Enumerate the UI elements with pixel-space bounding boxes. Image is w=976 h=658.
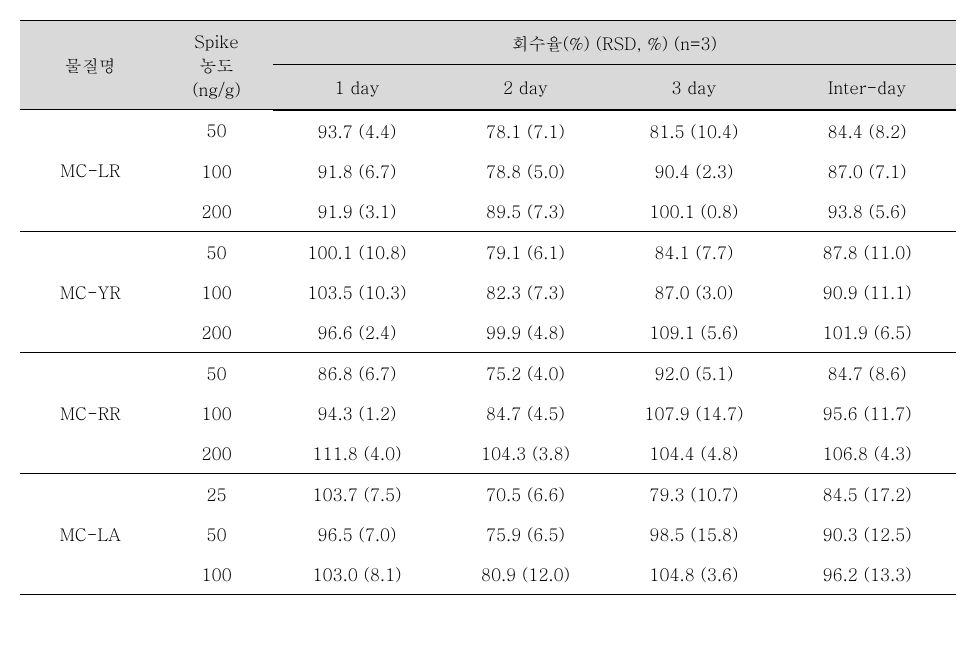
recovery-value: 96.6 (2.4) [273, 312, 441, 353]
spike-value: 100 [160, 554, 272, 595]
col-substance: 물질명 [20, 21, 160, 110]
recovery-value: 78.1 (7.1) [441, 110, 609, 151]
recovery-value: 103.0 (8.1) [273, 554, 441, 595]
recovery-value: 104.4 (4.8) [610, 433, 778, 474]
spike-line2: 농도 [200, 53, 234, 77]
spike-value: 50 [160, 352, 272, 393]
recovery-value: 96.5 (7.0) [273, 514, 441, 554]
recovery-value: 87.0 (3.0) [610, 272, 778, 312]
recovery-value: 79.3 (10.7) [610, 473, 778, 514]
recovery-value: 111.8 (4.0) [273, 433, 441, 474]
recovery-value: 98.5 (15.8) [610, 514, 778, 554]
recovery-value: 90.9 (11.1) [778, 272, 956, 312]
table-row: 10091.8 (6.7)78.8 (5.0)90.4 (2.3)87.0 (7… [20, 151, 956, 191]
spike-value: 200 [160, 433, 272, 474]
spike-value: 50 [160, 110, 272, 151]
table-row: MC-YR50100.1 (10.8)79.1 (6.1)84.1 (7.7)8… [20, 231, 956, 272]
table-row: 200111.8 (4.0)104.3 (3.8)104.4 (4.8)106.… [20, 433, 956, 474]
recovery-value: 103.5 (10.3) [273, 272, 441, 312]
recovery-value: 104.8 (3.6) [610, 554, 778, 595]
recovery-value: 104.3 (3.8) [441, 433, 609, 474]
spike-value: 100 [160, 151, 272, 191]
recovery-value: 96.2 (13.3) [778, 554, 956, 595]
col-day3: 3 day [610, 65, 778, 110]
spike-value: 100 [160, 393, 272, 433]
spike-value: 200 [160, 312, 272, 353]
spike-line3: (ng/g) [192, 77, 241, 101]
recovery-value: 82.3 (7.3) [441, 272, 609, 312]
recovery-value: 94.3 (1.2) [273, 393, 441, 433]
recovery-table: 물질명 Spike 농도 (ng/g) 회수율(%) (RSD, %) (n=3… [20, 20, 956, 595]
table-row: 5096.5 (7.0)75.9 (6.5)98.5 (15.8)90.3 (1… [20, 514, 956, 554]
recovery-value: 75.2 (4.0) [441, 352, 609, 393]
recovery-value: 84.7 (4.5) [441, 393, 609, 433]
recovery-value: 84.7 (8.6) [778, 352, 956, 393]
recovery-value: 70.5 (6.6) [441, 473, 609, 514]
recovery-value: 107.9 (14.7) [610, 393, 778, 433]
recovery-value: 79.1 (6.1) [441, 231, 609, 272]
table-row: MC-LA25103.7 (7.5)70.5 (6.6)79.3 (10.7)8… [20, 473, 956, 514]
substance-name: MC-RR [20, 352, 160, 473]
spike-value: 50 [160, 231, 272, 272]
recovery-value: 101.9 (6.5) [778, 312, 956, 353]
recovery-value: 86.8 (6.7) [273, 352, 441, 393]
recovery-value: 84.4 (8.2) [778, 110, 956, 151]
recovery-value: 78.8 (5.0) [441, 151, 609, 191]
recovery-value: 93.7 (4.4) [273, 110, 441, 151]
col-spike: Spike 농도 (ng/g) [160, 21, 272, 110]
recovery-value: 81.5 (10.4) [610, 110, 778, 151]
spike-line1: Spike [194, 29, 239, 53]
recovery-value: 90.4 (2.3) [610, 151, 778, 191]
substance-name: MC-LA [20, 473, 160, 594]
col-day1: 1 day [273, 65, 441, 110]
recovery-value: 99.9 (4.8) [441, 312, 609, 353]
spike-value: 50 [160, 514, 272, 554]
recovery-value: 87.0 (7.1) [778, 151, 956, 191]
recovery-value: 90.3 (12.5) [778, 514, 956, 554]
table-row: 100103.0 (8.1)80.9 (12.0)104.8 (3.6)96.2… [20, 554, 956, 595]
spike-value: 200 [160, 191, 272, 232]
recovery-value: 84.1 (7.7) [610, 231, 778, 272]
col-group-recovery: 회수율(%) (RSD, %) (n=3) [273, 21, 956, 65]
recovery-value: 100.1 (0.8) [610, 191, 778, 232]
table-row: MC-RR5086.8 (6.7)75.2 (4.0)92.0 (5.1)84.… [20, 352, 956, 393]
recovery-value: 91.8 (6.7) [273, 151, 441, 191]
recovery-value: 106.8 (4.3) [778, 433, 956, 474]
table-row: 10094.3 (1.2)84.7 (4.5)107.9 (14.7)95.6 … [20, 393, 956, 433]
recovery-value: 103.7 (7.5) [273, 473, 441, 514]
substance-name: MC-YR [20, 231, 160, 352]
recovery-value: 91.9 (3.1) [273, 191, 441, 232]
recovery-value: 92.0 (5.1) [610, 352, 778, 393]
table-row: MC-LR5093.7 (4.4)78.1 (7.1)81.5 (10.4)84… [20, 110, 956, 151]
recovery-value: 95.6 (11.7) [778, 393, 956, 433]
spike-value: 25 [160, 473, 272, 514]
table-row: 20091.9 (3.1)89.5 (7.3)100.1 (0.8)93.8 (… [20, 191, 956, 232]
table-row: 20096.6 (2.4)99.9 (4.8)109.1 (5.6)101.9 … [20, 312, 956, 353]
recovery-value: 89.5 (7.3) [441, 191, 609, 232]
recovery-value: 100.1 (10.8) [273, 231, 441, 272]
recovery-value: 109.1 (5.6) [610, 312, 778, 353]
recovery-value: 84.5 (17.2) [778, 473, 956, 514]
recovery-value: 87.8 (11.0) [778, 231, 956, 272]
spike-value: 100 [160, 272, 272, 312]
recovery-value: 80.9 (12.0) [441, 554, 609, 595]
col-day2: 2 day [441, 65, 609, 110]
table-row: 100103.5 (10.3)82.3 (7.3)87.0 (3.0)90.9 … [20, 272, 956, 312]
substance-name: MC-LR [20, 110, 160, 232]
col-interday: Inter-day [778, 65, 956, 110]
recovery-value: 75.9 (6.5) [441, 514, 609, 554]
recovery-value: 93.8 (5.6) [778, 191, 956, 232]
